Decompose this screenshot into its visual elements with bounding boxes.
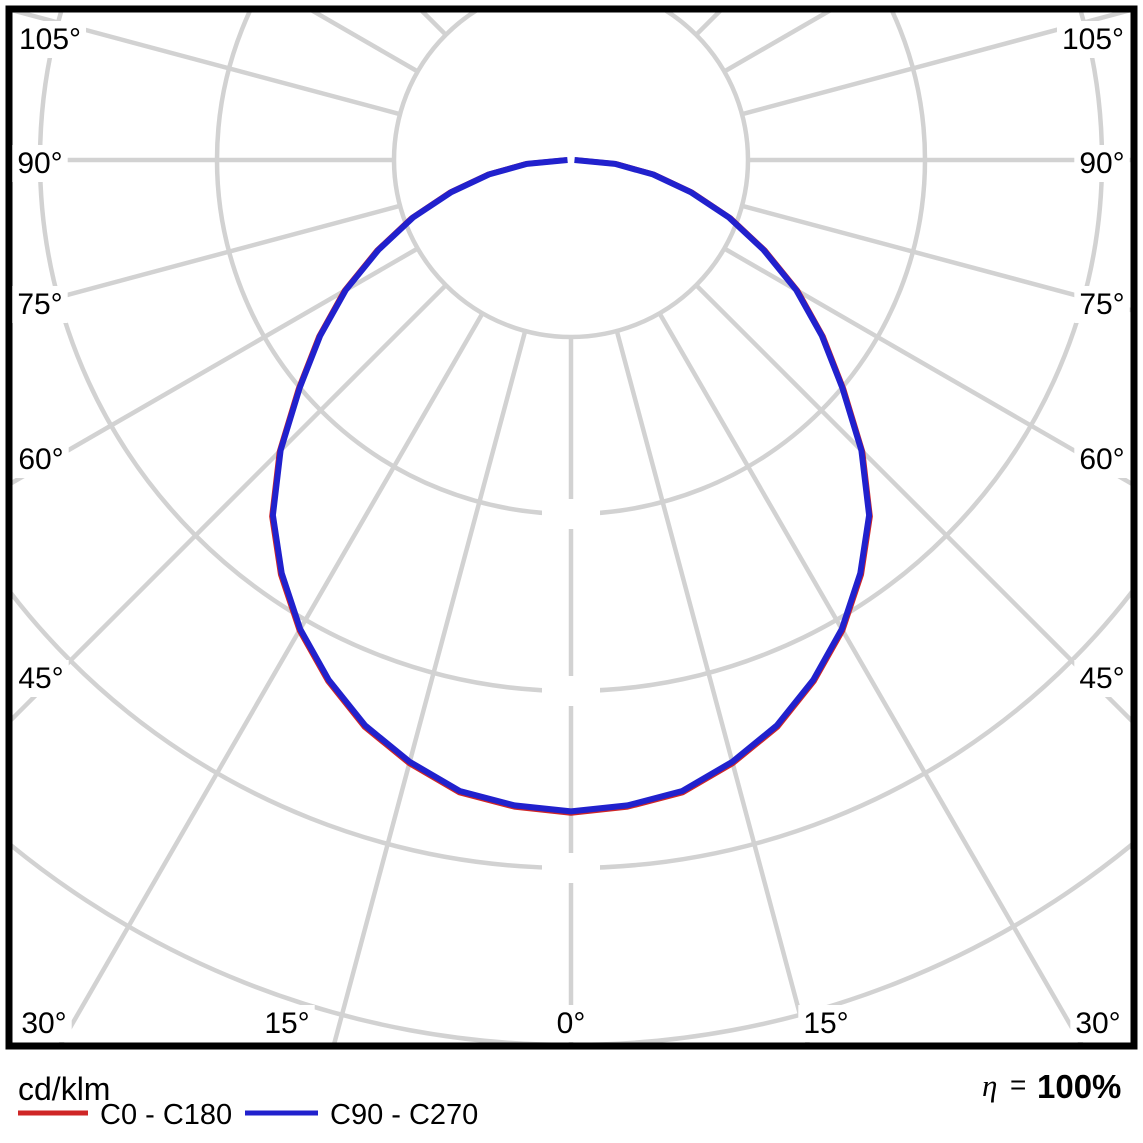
angle-label: 90° [1079, 147, 1124, 180]
angle-label-box [13, 441, 69, 478]
angle-label-box [259, 1005, 315, 1042]
angle-label: 15° [803, 1007, 848, 1040]
curve-c90-c270 [269, 157, 873, 815]
angle-label-box [1074, 660, 1130, 697]
grid-radial [332, 330, 528, 1043]
angle-label-box [798, 1005, 854, 1042]
angle-label-box [1074, 145, 1130, 182]
eta-value: 100% [1037, 1068, 1121, 1105]
ring-value-gap [542, 676, 600, 706]
legend-label-c90-c270: C90 - C270 [330, 1099, 478, 1131]
angle-label: 30° [21, 1007, 66, 1040]
grid-radial [12, 203, 401, 313]
grid-radial [741, 12, 1131, 117]
angle-label-box [1056, 21, 1130, 58]
eta-symbol: η [982, 1068, 997, 1103]
angle-label: 45° [18, 662, 63, 695]
legend-label-c0-c180: C0 - C180 [100, 1099, 232, 1131]
angle-label-box [551, 1005, 591, 1042]
efficiency-readout: η = 100% [982, 1068, 1121, 1105]
angle-label: 75° [1079, 288, 1124, 321]
angle-label: 60° [1079, 443, 1124, 476]
grid-radial [12, 283, 448, 723]
angle-label: 30° [1075, 1007, 1120, 1040]
ring-value-gap [542, 853, 600, 883]
grid-radial [12, 12, 401, 117]
angle-label: 105° [1062, 23, 1124, 56]
angle-label: 90° [17, 147, 62, 180]
ring-value-gap [542, 499, 600, 529]
angle-label: 60° [18, 443, 63, 476]
angle-label: 15° [264, 1007, 309, 1040]
grid-radial [723, 246, 1131, 486]
angle-label-box [12, 286, 68, 323]
angle-label: 0° [557, 1007, 586, 1040]
units-label: cd/klm [18, 1071, 110, 1107]
angle-label-box [1070, 1005, 1126, 1042]
grid-radial [12, 246, 419, 486]
grid-radial [58, 312, 485, 1043]
angle-labels: 105° 90° 75° 60° 45° 30° 15° 0° 15° 30° 45° 60° 75° 9… [12, 21, 1130, 1042]
angle-label-box [13, 21, 87, 58]
angle-label-box [16, 1005, 72, 1042]
angle-label-box [1074, 441, 1130, 478]
angle-label: 45° [1079, 662, 1124, 695]
grid-radial [741, 203, 1131, 313]
plot-border [5, 5, 1138, 1050]
angle-label-box [12, 145, 68, 182]
angle-label: 105° [19, 23, 81, 56]
legend: cd/klm C0 - C180 C90 - C270 η = 100% [18, 1068, 1121, 1131]
eta-equals: = [1010, 1069, 1026, 1100]
angle-label-box [1074, 286, 1130, 323]
grid-radial [614, 330, 810, 1043]
grid-radial [694, 283, 1131, 724]
angle-label-box [13, 660, 69, 697]
angle-label: 75° [17, 288, 62, 321]
grid-radial [657, 312, 1084, 1043]
